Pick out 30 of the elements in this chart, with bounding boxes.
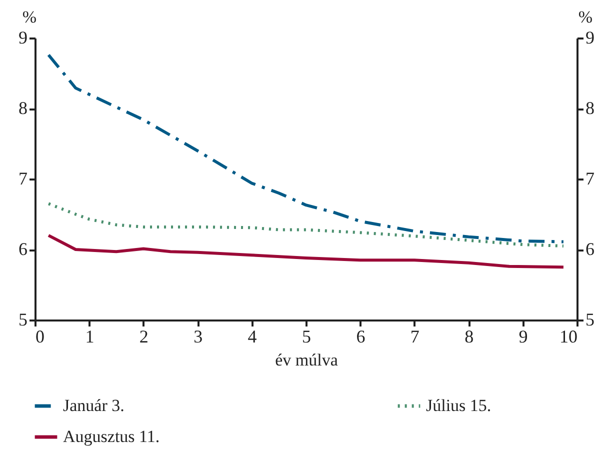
x-tick-label: 8 bbox=[464, 326, 474, 346]
x-tick-label: 6 bbox=[356, 326, 366, 346]
legend-label: Január 3. bbox=[63, 396, 124, 415]
legend-label: Július 15. bbox=[426, 396, 492, 415]
y-axis-title: % bbox=[22, 8, 37, 26]
y-tick-label: 5 bbox=[18, 310, 28, 330]
y2-axis-title: % bbox=[578, 8, 593, 26]
line-series bbox=[47, 53, 565, 244]
x-tick-label: 9 bbox=[518, 326, 528, 346]
x-tick-label: 10 bbox=[560, 326, 578, 346]
y2-tick-label: 8 bbox=[586, 98, 594, 118]
x-tick-label: 3 bbox=[194, 326, 203, 346]
x-tick-label: 0 bbox=[36, 326, 44, 346]
y2-tick-label: 5 bbox=[586, 310, 594, 330]
x-tick-label: 4 bbox=[248, 326, 257, 346]
x-tick-label: 2 bbox=[139, 326, 148, 346]
y-tick-label: 8 bbox=[18, 98, 28, 118]
y-tick-label: 7 bbox=[18, 168, 28, 188]
y2-tick-label: 9 bbox=[586, 28, 594, 48]
x-tick-label: 5 bbox=[302, 326, 311, 346]
x-tick-label: 1 bbox=[85, 326, 94, 346]
line-series bbox=[47, 234, 565, 269]
y-tick-label: 9 bbox=[18, 28, 28, 48]
x-tick-label: 7 bbox=[410, 326, 420, 346]
legend-label: Augusztus 11. bbox=[63, 427, 160, 446]
y2-tick-label: 6 bbox=[586, 239, 594, 259]
x-axis-title: év múlva bbox=[275, 350, 338, 370]
y2-tick-label: 7 bbox=[586, 168, 594, 188]
line-series bbox=[47, 202, 565, 248]
y-tick-label: 6 bbox=[18, 239, 28, 259]
